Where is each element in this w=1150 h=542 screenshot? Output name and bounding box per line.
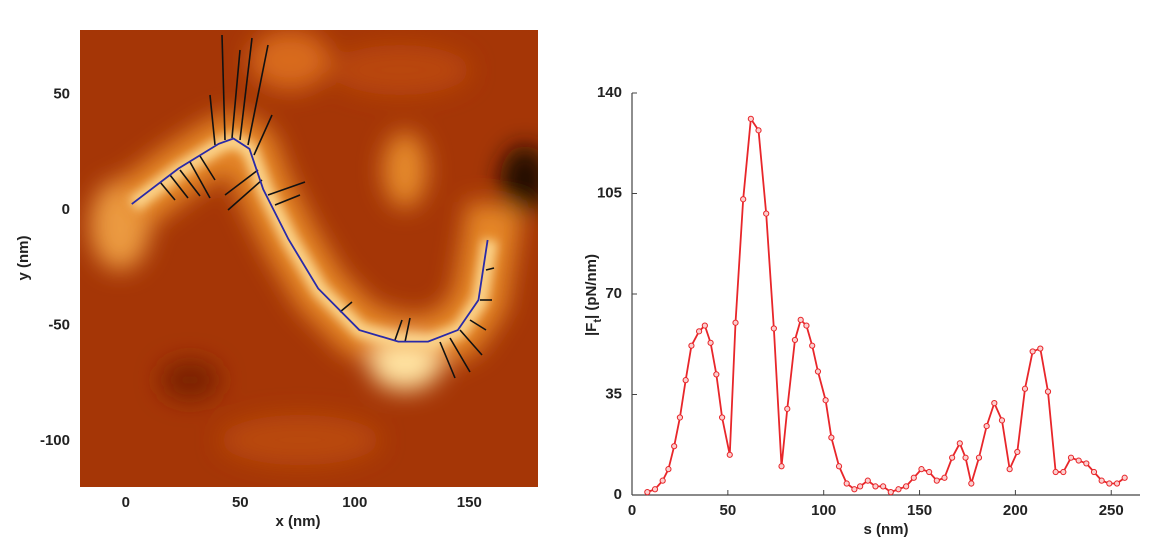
y-axis-label-part: t [592, 319, 604, 323]
x-tick-label: 200 [1003, 502, 1028, 519]
data-point [1075, 457, 1082, 464]
data-line [647, 116, 1126, 494]
data-point [843, 480, 850, 487]
data-point [809, 342, 816, 349]
data-point [644, 489, 651, 496]
data-point [1037, 345, 1044, 352]
data-point [903, 483, 910, 490]
data-point [803, 322, 810, 329]
data-point [718, 414, 726, 421]
data-point [1090, 468, 1098, 476]
data-point [701, 322, 708, 329]
data-point [671, 443, 678, 450]
data-point [1014, 448, 1021, 456]
data-point [797, 316, 804, 323]
data-point [968, 480, 975, 487]
data-point [1052, 468, 1059, 476]
data-point [676, 414, 684, 421]
data-point [1044, 388, 1052, 395]
data-point [778, 463, 785, 470]
data-point [933, 477, 940, 484]
y-axis-label: |Ft| (pN/nm) [583, 254, 604, 336]
data-point [682, 377, 689, 384]
data-point [784, 405, 791, 412]
data-point [962, 454, 969, 461]
data-point [770, 325, 777, 332]
data-point [857, 483, 864, 490]
x-axis-label: s (nm) [864, 521, 909, 538]
data-point [1083, 460, 1090, 467]
data-point [926, 468, 933, 476]
data-point [998, 417, 1006, 424]
x-tick-label: 100 [811, 502, 836, 519]
y-tick-label: 35 [605, 385, 622, 402]
data-point [1021, 385, 1029, 392]
data-point [887, 489, 894, 496]
data-point [851, 486, 858, 493]
afm-image [80, 30, 538, 487]
data-point [822, 397, 829, 404]
y-tick-label: 140 [597, 84, 622, 101]
y-axis-label: y (nm) [15, 235, 32, 280]
data-point [713, 371, 720, 378]
data-point [895, 486, 902, 493]
data-point [1006, 466, 1013, 473]
data-point [872, 483, 879, 490]
data-point [695, 328, 703, 335]
x-tick-label: 50 [720, 502, 737, 519]
y-tick-label: 0 [62, 201, 70, 218]
data-point [983, 422, 990, 430]
data-point [707, 339, 714, 346]
y-tick-label: 0 [614, 486, 622, 503]
y-tick-label: 70 [605, 285, 622, 302]
data-point [747, 115, 754, 122]
data-point [975, 454, 983, 461]
data-point [740, 196, 747, 203]
y-axis-label-part: |F [583, 323, 600, 336]
y-tick-label: 105 [597, 184, 622, 201]
data-point [835, 463, 843, 470]
y-tick-label: -100 [40, 432, 70, 449]
data-point [1067, 454, 1075, 461]
data-point [910, 474, 917, 481]
y-axis-label-part: | (pN/nm) [583, 254, 600, 319]
x-axis-label: x (nm) [276, 513, 321, 530]
x-tick-label: 50 [232, 494, 249, 511]
x-tick-label: 150 [907, 502, 932, 519]
x-tick-label: 150 [457, 494, 482, 511]
x-tick-label: 0 [628, 502, 636, 519]
data-point [956, 440, 963, 447]
data-point [763, 210, 770, 217]
x-tick-label: 100 [342, 494, 367, 511]
data-point [1106, 480, 1113, 487]
data-point [941, 474, 948, 481]
data-point [651, 486, 659, 493]
data-point [991, 400, 998, 407]
data-point [880, 483, 887, 490]
data-point [864, 477, 871, 484]
x-tick-label: 250 [1099, 502, 1124, 519]
data-point [791, 336, 799, 344]
data-point [1029, 348, 1036, 355]
y-tick-label: 50 [53, 86, 70, 103]
data-point [665, 466, 672, 473]
data-point [1113, 480, 1121, 487]
data-point [949, 454, 956, 461]
force-vectors [159, 34, 495, 379]
y-tick-label: -50 [48, 316, 70, 333]
data-point [1060, 468, 1067, 476]
data-point [1121, 474, 1128, 481]
data-point [726, 451, 733, 458]
x-tick-label: 0 [122, 494, 130, 511]
data-point [755, 127, 762, 134]
data-point [688, 342, 695, 349]
data-point [659, 477, 666, 484]
data-point [918, 466, 925, 473]
data-point [732, 319, 739, 326]
data-point [828, 434, 835, 441]
data-point [814, 368, 822, 375]
data-point [1098, 477, 1105, 484]
contour-line [131, 137, 489, 343]
